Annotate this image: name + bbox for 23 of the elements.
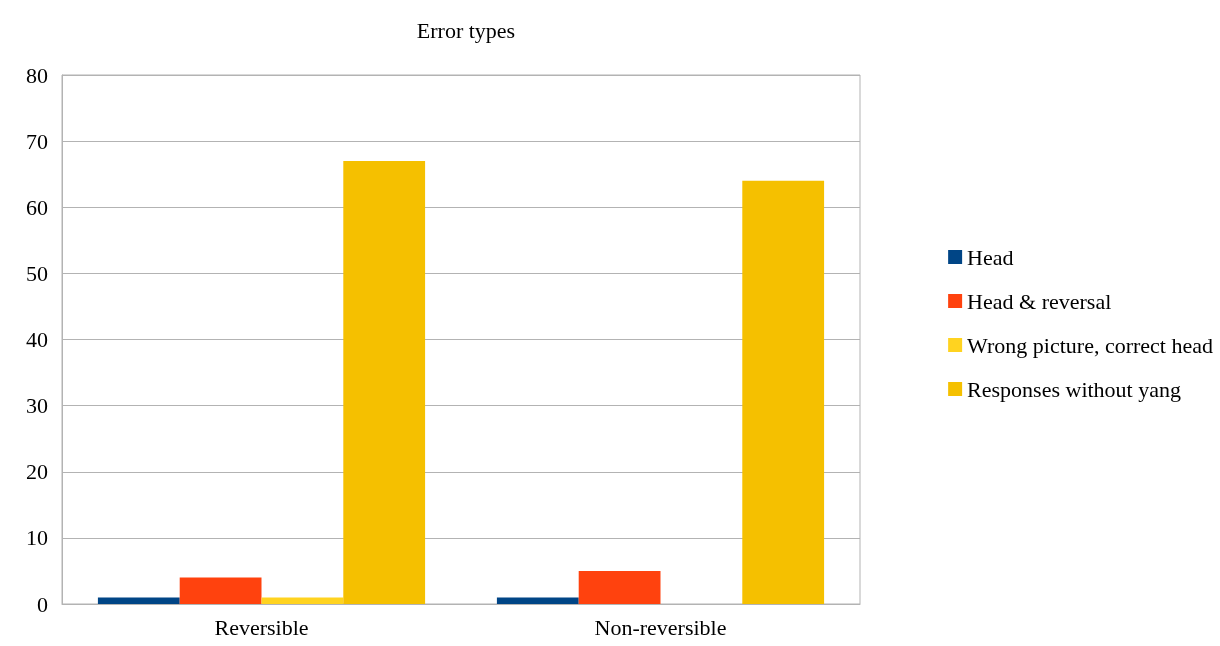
y-tick-label: 60 (26, 194, 48, 220)
legend-label: Head (967, 244, 1014, 270)
y-tick-label: 10 (26, 525, 48, 551)
y-tick-label: 40 (26, 327, 48, 352)
x-tick-label: Reversible (214, 614, 309, 640)
bar (179, 577, 262, 604)
y-tick-label: 0 (37, 591, 48, 617)
legend-label: Wrong picture, correct head (967, 332, 1214, 358)
y-tick-label: 80 (26, 62, 48, 88)
legend-label: Responses without yang (967, 376, 1182, 402)
bar (742, 180, 825, 604)
bar (97, 597, 180, 604)
bar (578, 570, 661, 604)
chart-title: Error types (416, 17, 516, 43)
bar (261, 597, 344, 604)
y-tick-label: 50 (26, 260, 48, 286)
y-tick-label: 30 (26, 393, 48, 419)
bar (496, 597, 579, 604)
bar (343, 160, 426, 604)
y-tick-label: 20 (26, 459, 48, 485)
x-tick-label: Non-reversible (594, 614, 727, 640)
legend-label: Head & reversal (967, 288, 1112, 314)
y-tick-label: 70 (26, 128, 48, 154)
